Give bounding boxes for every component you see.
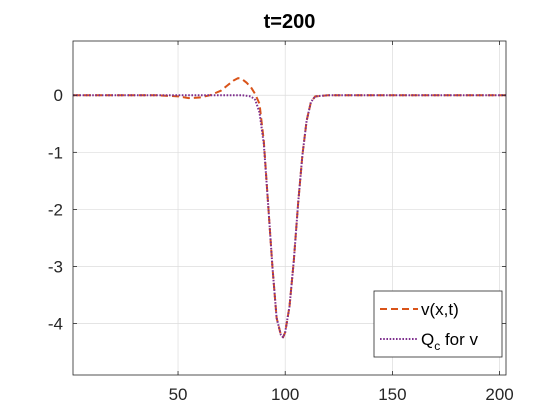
y-tick-label: -2 <box>48 200 63 219</box>
chart-title: t=200 <box>264 11 316 33</box>
y-tick-label: 0 <box>54 86 63 105</box>
x-tick-label: 200 <box>485 385 513 404</box>
y-tick-label: -4 <box>48 315 63 334</box>
series-lines <box>73 77 506 339</box>
legend-label-qc-subscript: c <box>434 339 440 353</box>
axes-box <box>72 40 507 376</box>
legend-label-v: v(x,t) <box>421 300 459 319</box>
y-tick-label: -3 <box>48 258 63 277</box>
legend-label-qc: Qc for v <box>421 330 479 353</box>
x-tick-label: 100 <box>271 385 299 404</box>
legend-label-qc-main: Q <box>421 330 434 349</box>
axis-ticks: 50 100 150 200 0 -1 -2 -3 -4 <box>48 41 514 404</box>
legend-box <box>373 290 503 358</box>
legend-label-qc-rest: for v <box>440 330 478 349</box>
y-tick-label: -1 <box>48 143 63 162</box>
x-tick-label: 50 <box>169 385 188 404</box>
legend: v(x,t) Qc for v <box>373 290 503 358</box>
series-line-qc <box>73 94 506 339</box>
x-tick-label: 150 <box>378 385 406 404</box>
